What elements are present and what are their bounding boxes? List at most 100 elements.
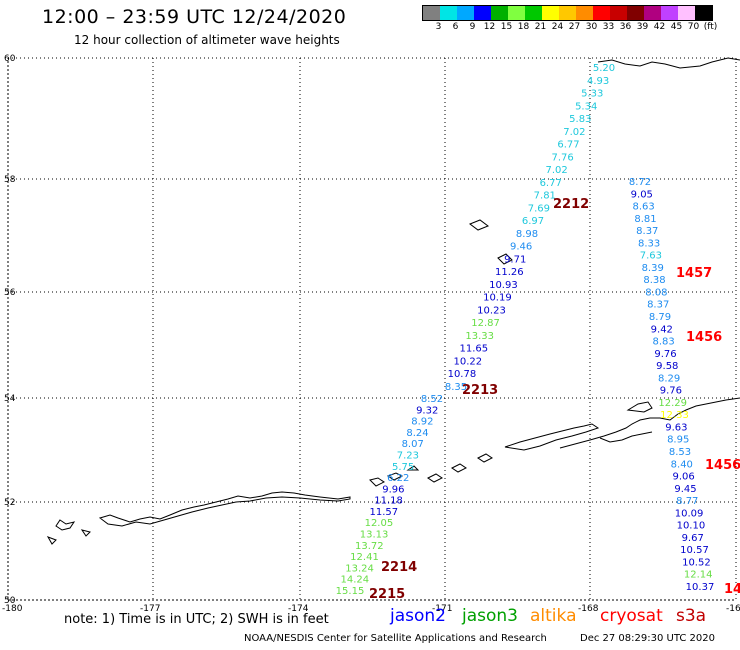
longitude-tick-label: -168: [578, 604, 599, 614]
map-subtitle: 12 hour collection of altimeter wave hei…: [74, 33, 340, 47]
latitude-tick-label: 54: [4, 394, 16, 404]
colorbar-swatch: [491, 6, 508, 20]
colorbar-swatch: [542, 6, 559, 20]
swh-value: 10.57: [680, 545, 709, 556]
swh-value: 8.95: [667, 435, 689, 446]
colorbar-tick-label: 39: [636, 22, 649, 32]
swh-value: 5.34: [575, 101, 597, 112]
swh-value: 6.77: [557, 140, 579, 151]
colorbar-swatch: [474, 6, 491, 20]
swh-value: 10.78: [448, 369, 477, 380]
swh-value: 12.87: [471, 318, 500, 329]
colorbar-swatch: [627, 6, 644, 20]
swh-value: 11.57: [369, 507, 398, 518]
legend-s3a: s3a: [676, 606, 707, 626]
swh-value: 10.19: [483, 293, 512, 304]
swh-value: 10.52: [682, 558, 711, 569]
swh-value: 14.24: [340, 575, 369, 586]
colorbar-tick-label: 33: [602, 22, 615, 32]
swh-value: 7.02: [545, 165, 567, 176]
swh-value: 13.24: [345, 563, 374, 574]
lat-lon-grid: [7, 57, 737, 601]
latitude-tick-label: 52: [4, 498, 15, 508]
swh-value: 8.40: [671, 459, 693, 470]
colorbar-swatch: [661, 6, 678, 20]
swh-value: 8.33: [638, 238, 660, 249]
swh-value: 10.93: [489, 280, 518, 291]
legend-cryosat: cryosat: [600, 606, 663, 626]
swh-value: 7.76: [551, 152, 573, 163]
colorbar-swatch: [423, 6, 440, 20]
swh-value: 8.29: [658, 373, 680, 384]
swh-value: 9.96: [382, 484, 404, 495]
swh-value: 12.05: [365, 518, 394, 529]
swh-value: 7.23: [397, 451, 419, 462]
swh-value: 8.24: [406, 428, 428, 439]
swh-value: 8.63: [632, 202, 654, 213]
swh-value: 12.41: [350, 552, 379, 563]
pass-time-label: 2213: [462, 383, 498, 398]
colorbar-swatch: [576, 6, 593, 20]
legend-jason3: jason3: [462, 606, 518, 626]
colorbar-tick-label: 45: [670, 22, 683, 32]
colorbar-swatch: [440, 6, 457, 20]
legend-jason2: jason2: [390, 606, 446, 626]
swh-value: 5.75: [392, 462, 414, 473]
colorbar-swatch: [644, 6, 661, 20]
swh-value: 8.37: [636, 226, 658, 237]
swh-value: 8.92: [411, 417, 433, 428]
pass-time-label: 2214: [381, 560, 417, 575]
swh-value: 6.77: [540, 178, 562, 189]
colorbar-tick-label: 21: [534, 22, 547, 32]
colorbar-swatch: [508, 6, 525, 20]
swh-value: 4.93: [587, 76, 609, 87]
swh-value: 10.10: [677, 521, 706, 532]
swh-value: 8.77: [676, 496, 698, 507]
colorbar-tick-label: 9: [469, 22, 476, 32]
colorbar-tick-label: 70: [687, 22, 700, 32]
colorbar-swatch: [610, 6, 627, 20]
swh-value: 9.76: [660, 386, 682, 397]
colorbar-swatch: [559, 6, 576, 20]
colorbar-swatch: [593, 6, 610, 20]
wave-height-colorbar: [422, 5, 713, 21]
swh-value: 10.22: [453, 357, 482, 368]
swh-value: 8.83: [652, 337, 674, 348]
swh-value: 9.45: [674, 484, 696, 495]
swh-value: 9.76: [654, 349, 676, 360]
swh-value: 8.37: [647, 300, 669, 311]
colorbar-tick-label: 27: [568, 22, 581, 32]
swh-value: 8.98: [516, 229, 538, 240]
swh-value: 8.35: [445, 382, 467, 393]
colorbar-tick-label: 15: [500, 22, 513, 32]
swh-value: 11.18: [374, 496, 403, 507]
colorbar-swatch: [695, 6, 712, 20]
colorbar-tick-label: (ft): [703, 22, 718, 32]
pass-time-label: 14: [724, 582, 740, 597]
swh-value: 8.72: [629, 177, 651, 188]
swh-value: 13.13: [360, 530, 389, 541]
pass-time-label: 1457: [676, 266, 712, 281]
colorbar-swatch: [678, 6, 695, 20]
swh-value: 12.29: [658, 398, 687, 409]
swh-value: 8.07: [402, 439, 424, 450]
swh-value: 7.81: [534, 191, 556, 202]
axis-tick-labels: 60 58 56 54 52 50-180 -177 -174 -171 -168 -16: [2, 54, 740, 614]
swh-value: 9.46: [510, 242, 532, 253]
satellite-tracks: 5.204.935.335.345.837.026.777.767.026.77…: [336, 63, 740, 602]
swh-value: 5.20: [593, 63, 615, 74]
colorbar-tick-label: 3: [435, 22, 442, 32]
swh-value: 7.63: [640, 251, 662, 262]
longitude-tick-label: -177: [140, 604, 160, 614]
longitude-tick-label: -171: [432, 604, 452, 614]
pass-time-label: 1456: [705, 458, 740, 473]
colorbar-tick-label: 42: [653, 22, 666, 32]
swh-value: 9.71: [504, 254, 526, 265]
swh-value: 7.02: [563, 127, 585, 138]
longitude-tick-label: -16: [726, 604, 740, 614]
colorbar-swatch: [525, 6, 542, 20]
latitude-tick-label: 58: [4, 175, 16, 185]
swh-value: 13.33: [465, 331, 494, 342]
credit-line: NOAA/NESDIS Center for Satellite Applica…: [244, 633, 547, 644]
swh-value: 9.05: [631, 189, 653, 200]
